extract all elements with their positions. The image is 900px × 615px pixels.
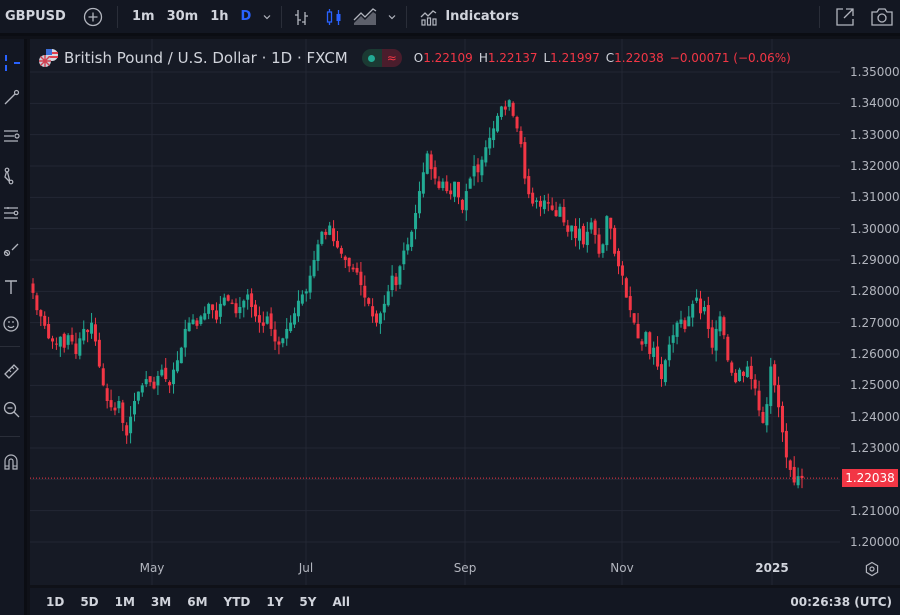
fullscreen-popout-icon[interactable] xyxy=(834,6,856,28)
range-3m[interactable]: 3M xyxy=(150,594,172,609)
interval-dropdown-icon[interactable] xyxy=(261,11,273,23)
candlestick-chart[interactable] xyxy=(30,39,900,585)
close-value: 1.22038 xyxy=(614,51,664,65)
interval-30m[interactable]: 30m xyxy=(166,9,199,24)
price-tick-label: 1.29000 xyxy=(850,253,900,267)
range-5d[interactable]: 5D xyxy=(80,594,99,609)
chart-pane[interactable]: British Pound / U.S. Dollar · 1D · FXCM … xyxy=(30,39,900,585)
toolbar-divider xyxy=(281,5,283,28)
top-toolbar: GBPUSD 1m 30m 1h D Indicators xyxy=(0,0,900,36)
market-open-indicator xyxy=(361,49,382,67)
currency-flags-icon xyxy=(38,48,60,68)
time-tick-label: Sep xyxy=(453,561,477,575)
time-tick-label: 2025 xyxy=(755,561,789,575)
axis-settings-icon[interactable] xyxy=(864,561,880,577)
top-right-actions xyxy=(819,0,894,33)
indicators-icon xyxy=(419,7,439,27)
market-status-badge[interactable]: ≈ xyxy=(361,49,402,67)
range-1m[interactable]: 1M xyxy=(114,594,135,609)
time-tick-label: May xyxy=(139,561,165,575)
magnet-icon[interactable] xyxy=(0,450,24,474)
time-tick-label: Jul xyxy=(298,561,314,575)
price-tick-label: 1.26000 xyxy=(850,347,900,361)
brush-icon[interactable] xyxy=(0,237,24,261)
area-chart-icon[interactable] xyxy=(352,7,378,27)
low-value: 1.21997 xyxy=(550,51,600,65)
crosshair-icon[interactable] xyxy=(0,51,24,75)
drawing-toolbar xyxy=(0,39,27,615)
interval-1h[interactable]: 1h xyxy=(210,9,229,24)
candles-icon[interactable] xyxy=(324,7,344,27)
price-axis[interactable]: 1.35000 1.34000 1.33000 1.32000 1.31000 1.300… xyxy=(840,39,900,585)
fib-retracement-icon[interactable] xyxy=(0,125,24,149)
utc-clock[interactable]: 00:26:38 (UTC) xyxy=(790,594,892,609)
trend-line-icon[interactable] xyxy=(0,85,24,109)
price-tick-label: 1.34000 xyxy=(850,96,900,111)
open-label: O xyxy=(413,51,424,65)
price-tick-label: 1.28000 xyxy=(850,284,900,299)
ohlc-values: O1.22109 H1.22137 L1.21997 C1.22038 −0.0… xyxy=(414,51,791,65)
change-value: −0.00071 (−0.06%) xyxy=(669,51,791,65)
chart-title[interactable]: British Pound / U.S. Dollar · 1D · FXCM xyxy=(64,49,348,67)
bar-chart-icon[interactable] xyxy=(292,7,312,27)
price-tick-label: 1.23000 xyxy=(850,441,900,455)
open-value: 1.22109 xyxy=(423,51,473,65)
last-price-label: 1.22038 xyxy=(842,469,898,488)
price-tick-label: 1.25000 xyxy=(850,378,900,393)
range-6m[interactable]: 6M xyxy=(187,594,208,609)
price-tick-label: 1.20000 xyxy=(850,535,900,549)
price-tick-label: 1.21000 xyxy=(850,503,900,518)
toolbar-divider xyxy=(819,5,820,28)
range-1d[interactable]: 1D xyxy=(46,594,65,609)
forecasting-icon[interactable] xyxy=(0,201,24,225)
time-tick-label: Nov xyxy=(610,561,634,575)
text-icon[interactable] xyxy=(0,275,24,299)
low-label: L xyxy=(543,51,551,65)
interval-d[interactable]: D xyxy=(240,9,252,24)
close-label: C xyxy=(605,51,615,65)
price-tick-label: 1.32000 xyxy=(850,159,900,173)
toolbar-divider xyxy=(0,436,20,437)
chart-legend: British Pound / U.S. Dollar · 1D · FXCM … xyxy=(38,47,791,69)
add-symbol-icon[interactable] xyxy=(83,7,103,27)
emoji-icon[interactable] xyxy=(0,312,24,336)
toolbar-divider xyxy=(117,5,118,28)
high-value: 1.22137 xyxy=(487,51,538,65)
range-1y[interactable]: 1Y xyxy=(266,594,284,609)
time-axis[interactable]: May Jul Sep Nov 2025 xyxy=(30,555,810,583)
high-label: H xyxy=(478,51,488,65)
range-all[interactable]: All xyxy=(332,594,350,609)
toolbar-divider xyxy=(0,346,20,347)
range-ytd[interactable]: YTD xyxy=(223,594,251,609)
delayed-data-icon: ≈ xyxy=(381,49,402,67)
price-tick-label: 1.31000 xyxy=(850,190,900,205)
price-tick-label: 1.27000 xyxy=(850,315,900,330)
symbol-search-button[interactable]: GBPUSD xyxy=(5,9,66,24)
pattern-icon[interactable] xyxy=(0,164,24,188)
price-tick-label: 1.24000 xyxy=(850,409,900,424)
interval-1m[interactable]: 1m xyxy=(132,9,155,24)
ruler-icon[interactable] xyxy=(0,359,24,383)
snapshot-camera-icon[interactable] xyxy=(870,6,894,28)
indicators-button[interactable]: Indicators xyxy=(419,7,519,27)
price-tick-label: 1.33000 xyxy=(850,127,900,142)
toolbar-divider xyxy=(406,5,408,28)
price-tick-label: 1.35000 xyxy=(850,65,900,79)
indicators-label: Indicators xyxy=(445,9,519,24)
chart-type-dropdown-icon[interactable] xyxy=(386,11,398,23)
price-tick-label: 1.30000 xyxy=(850,221,900,236)
bottom-toolbar: 1D 5D 1M 3M 6M YTD 1Y 5Y All 00:26:38 (U… xyxy=(30,588,900,615)
range-5y[interactable]: 5Y xyxy=(299,594,317,609)
zoom-in-icon[interactable] xyxy=(0,398,24,422)
